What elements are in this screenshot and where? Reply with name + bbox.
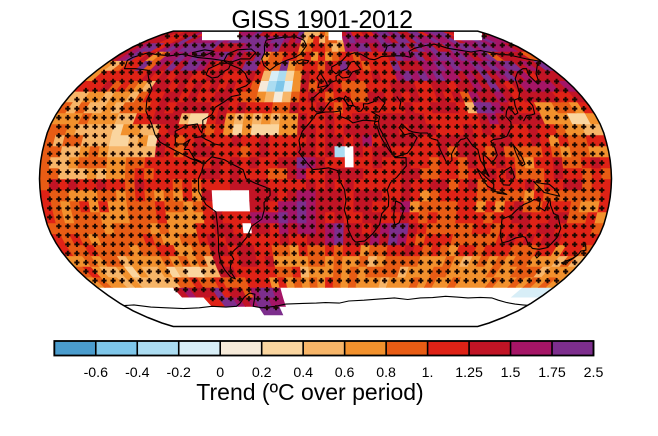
- svg-text:Trend (ºC over period): Trend (ºC over period): [196, 379, 423, 405]
- svg-text:0.6: 0.6: [335, 365, 355, 381]
- svg-text:1.75: 1.75: [538, 365, 566, 381]
- svg-text:GISS 1901-2012: GISS 1901-2012: [231, 6, 412, 34]
- svg-text:0: 0: [216, 365, 224, 381]
- svg-text:1.: 1.: [422, 365, 434, 381]
- svg-text:0.8: 0.8: [376, 365, 396, 381]
- svg-text:-0.6: -0.6: [84, 365, 109, 381]
- svg-text:0.4: 0.4: [293, 365, 313, 381]
- svg-text:-0.4: -0.4: [125, 365, 150, 381]
- svg-text:1.5: 1.5: [501, 365, 521, 381]
- svg-text:2.5: 2.5: [584, 365, 604, 381]
- svg-text:1.25: 1.25: [455, 365, 483, 381]
- svg-text:0.2: 0.2: [252, 365, 272, 381]
- svg-text:-0.2: -0.2: [166, 365, 191, 381]
